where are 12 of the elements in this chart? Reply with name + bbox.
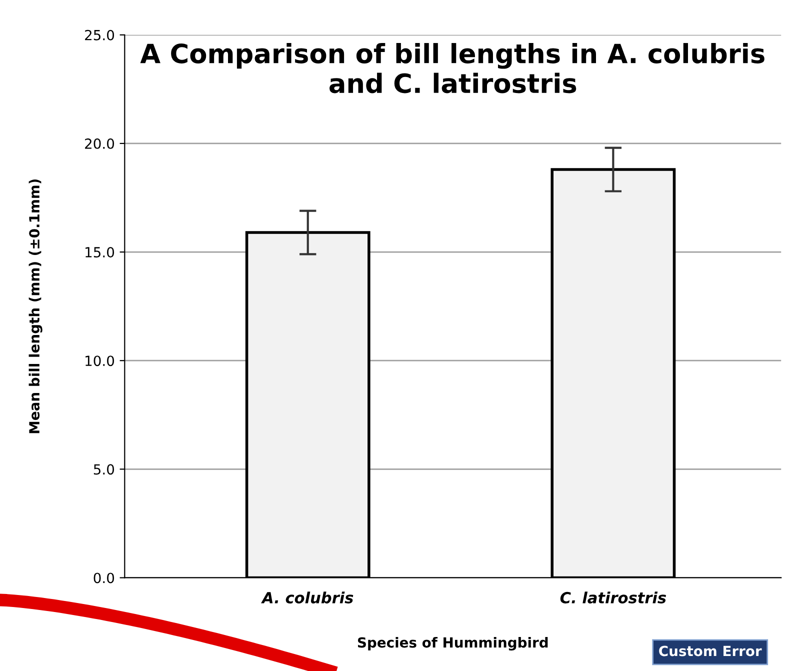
text: Custom Error: [659, 646, 762, 656]
y-tick-label: 5.0: [94, 464, 114, 475]
x-tick-label: A. colubris: [261, 592, 354, 604]
y-tick-label: 25.0: [85, 30, 114, 40]
y-tick-label: 15.0: [86, 246, 114, 258]
x-axis-title: Species of Hummingbird: [358, 636, 548, 651]
y-axis-title: Mean bill length (mm) (±0.1mm): [28, 179, 42, 434]
x-tick-label: C. latirostris: [560, 592, 666, 604]
text: A Comparison of bill lengths in A. colubris and C. latirostris: [140, 43, 764, 94]
y-tick-label: 20.0: [85, 138, 114, 149]
y-tick-label: 0.0: [94, 572, 114, 584]
y-tick-label: 10.0: [86, 356, 114, 366]
